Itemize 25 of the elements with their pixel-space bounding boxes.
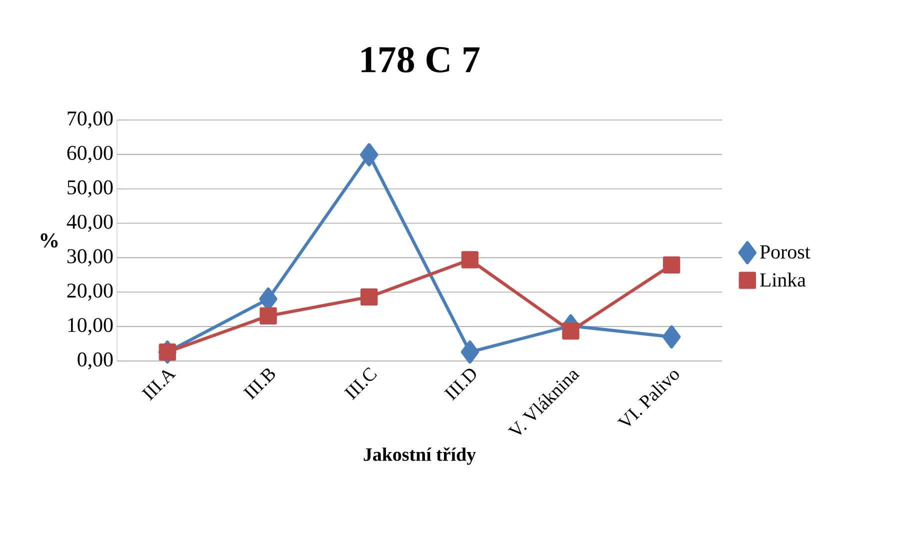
point	[158, 343, 176, 361]
y-axis-title: %	[40, 233, 58, 248]
point	[662, 325, 681, 348]
y-tick-label: 10,00	[68, 318, 113, 336]
y-tick-label: 40,00	[66, 214, 113, 232]
point	[360, 143, 378, 166]
legend-label: Porost	[760, 245, 810, 259]
legend-label: Linka	[760, 272, 806, 287]
y-tick-label: 50,00	[68, 180, 113, 198]
y-tick-label: 0,00	[78, 352, 113, 370]
point	[460, 340, 480, 364]
x-tick-label: III.B	[243, 368, 275, 400]
x-tick-label: III.D	[444, 368, 476, 401]
point	[562, 322, 580, 340]
y-tick-label: 70,00	[68, 111, 113, 129]
point	[360, 288, 378, 306]
y-tick-label: 20,00	[67, 284, 113, 301]
chart-title: 178 C 7	[362, 46, 480, 72]
y-tick-label: 60,00	[67, 146, 113, 163]
y-tick-label: 30,00	[67, 249, 113, 266]
point	[260, 307, 277, 324]
x-axis-title: Jakostní třídy	[364, 447, 476, 465]
x-tick-label: III.A	[142, 370, 176, 401]
point	[461, 251, 479, 268]
point	[662, 256, 680, 274]
